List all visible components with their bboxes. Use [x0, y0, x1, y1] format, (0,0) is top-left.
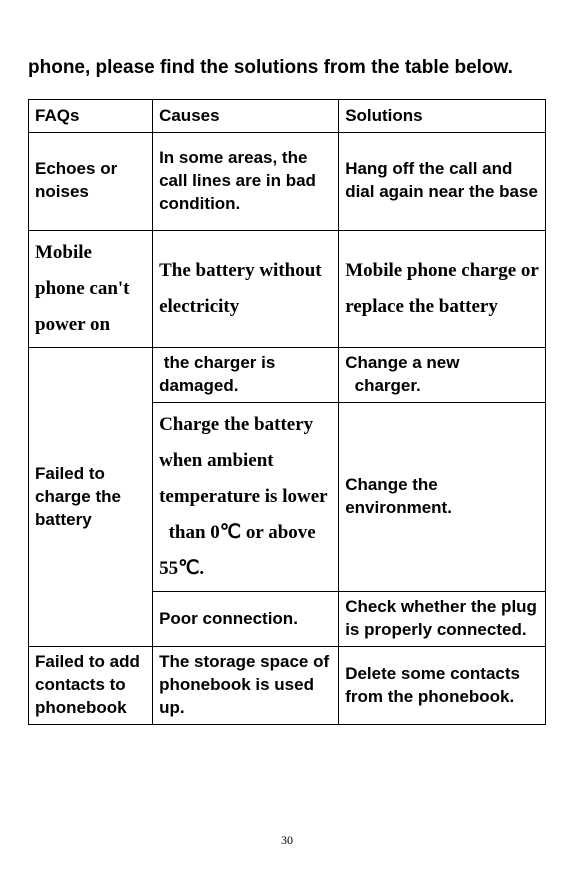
- solution-cell: Change the environment.: [339, 402, 546, 591]
- cause-cell: In some areas, the call lines are in bad…: [153, 132, 339, 230]
- faq-cell: Failed to add contacts to phonebook: [29, 647, 153, 725]
- faq-cell: Echoes or noises: [29, 132, 153, 230]
- faq-cell: Failed to charge the battery: [29, 348, 153, 647]
- header-solutions: Solutions: [339, 100, 546, 133]
- faq-cell: Mobile phone can't power on: [29, 230, 153, 347]
- table-row: Echoes or noises In some areas, the call…: [29, 132, 546, 230]
- cause-cell: the charger is damaged.: [153, 348, 339, 403]
- solution-cell: Delete some contacts from the phonebook.: [339, 647, 546, 725]
- table-row: Failed to charge the battery the charger…: [29, 348, 546, 403]
- solution-cell: Hang off the call and dial again near th…: [339, 132, 546, 230]
- page-number: 30: [0, 833, 574, 848]
- cause-cell: Poor connection.: [153, 592, 339, 647]
- header-faqs: FAQs: [29, 100, 153, 133]
- document-page: phone, please find the solutions from th…: [0, 0, 574, 745]
- solution-cell: Change a new charger.: [339, 348, 546, 403]
- solution-cell: Check whether the plug is properly conne…: [339, 592, 546, 647]
- header-causes: Causes: [153, 100, 339, 133]
- intro-text: phone, please find the solutions from th…: [28, 50, 546, 85]
- cause-cell: The battery without electricity: [153, 230, 339, 347]
- cause-cell: Charge the battery when ambient temperat…: [153, 402, 339, 591]
- faq-table: FAQs Causes Solutions Echoes or noises I…: [28, 99, 546, 725]
- table-row: Mobile phone can't power on The battery …: [29, 230, 546, 347]
- table-header-row: FAQs Causes Solutions: [29, 100, 546, 133]
- solution-cell: Mobile phone charge or replace the batte…: [339, 230, 546, 347]
- table-row: Failed to add contacts to phonebook The …: [29, 647, 546, 725]
- cause-cell: The storage space of phonebook is used u…: [153, 647, 339, 725]
